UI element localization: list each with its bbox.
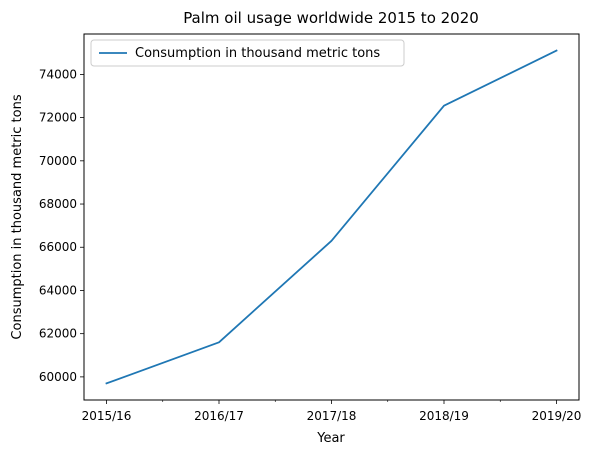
chart-title: Palm oil usage worldwide 2015 to 2020 [183, 9, 479, 27]
y-tick-label: 64000 [39, 283, 77, 297]
x-tick-label: 2018/19 [419, 409, 469, 423]
y-tick-label: 62000 [39, 327, 77, 341]
plot-frame [83, 33, 580, 401]
legend-box [90, 39, 405, 67]
y-tick-label: 72000 [39, 111, 77, 125]
x-axis-label: Year [316, 431, 345, 446]
series-line [105, 49, 558, 385]
plot-area: 60000 62000 64000 66000 68000 70000 72000 74000… [39, 49, 582, 423]
y-tick-label: 74000 [39, 67, 77, 81]
x-tick-label: 2016/17 [194, 409, 244, 423]
x-tick-label: 2019/20 [532, 409, 582, 423]
y-axis-label: Consumption in thousand metric tons [10, 94, 25, 339]
y-tick-label: 66000 [39, 240, 77, 254]
y-tick-label: 60000 [39, 370, 77, 384]
legend: Consumption in thousand metric tons [90, 39, 405, 67]
y-tick-label: 68000 [39, 197, 77, 211]
legend-label: Consumption in thousand metric tons [135, 46, 380, 61]
y-tick-label: 70000 [39, 154, 77, 168]
x-tick-label: 2015/16 [82, 409, 132, 423]
x-tick-label: 2017/18 [307, 409, 357, 423]
